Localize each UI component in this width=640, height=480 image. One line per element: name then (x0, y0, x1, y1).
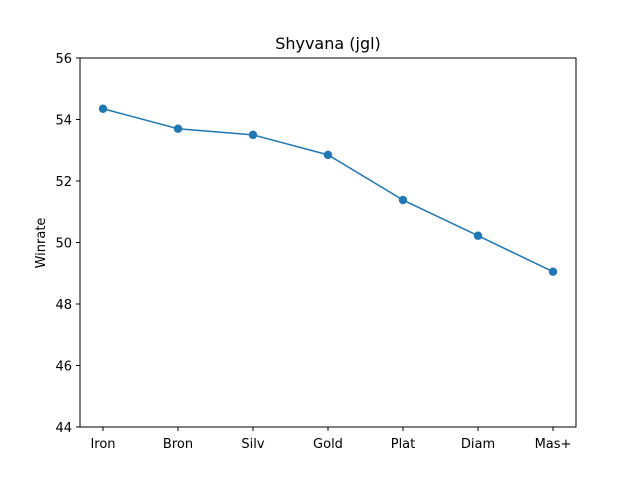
x-tick-label: Diam (461, 437, 495, 452)
y-tick-label: 50 (55, 237, 72, 252)
series-line (102, 108, 554, 273)
plot-area-frame (79, 57, 577, 428)
y-axis: 44 46 48 50 52 54 56 (55, 52, 80, 436)
x-tick-label: Gold (313, 437, 343, 452)
data-point (398, 195, 408, 205)
data-point (98, 104, 108, 113)
data-point (248, 130, 258, 140)
data-point (173, 124, 183, 133)
y-tick-label: 46 (55, 360, 72, 375)
y-tick-label: 48 (55, 298, 72, 313)
x-tick-label: Mas+ (535, 437, 572, 452)
y-tick-label: 54 (55, 114, 72, 129)
x-tick-label: Silv (241, 437, 264, 452)
y-tick-label: 44 (55, 421, 72, 436)
y-tick-label: 52 (55, 175, 72, 190)
chart-title: Shyvana (jgl) (275, 34, 381, 53)
series-layer (98, 104, 558, 276)
x-tick-label: Bron (163, 437, 193, 452)
data-point (548, 267, 558, 276)
x-tick-label: Plat (391, 437, 416, 452)
data-point (473, 231, 483, 240)
y-tick-label: 56 (55, 52, 72, 67)
data-point (323, 150, 333, 160)
y-axis-label: Winrate (34, 218, 49, 269)
x-tick-label: Iron (90, 437, 115, 452)
x-axis: Iron Bron Silv Gold Plat Diam Mas+ (90, 427, 571, 452)
